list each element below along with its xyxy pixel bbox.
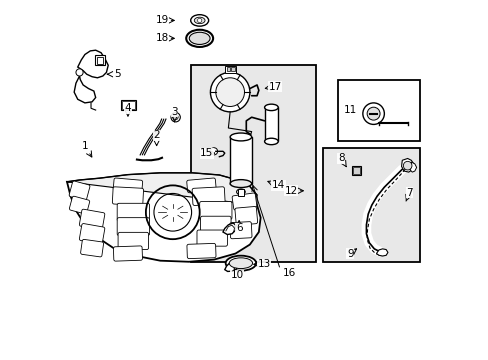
Bar — [121, 100, 136, 110]
Bar — [97, 57, 103, 64]
Polygon shape — [67, 173, 257, 205]
Bar — [122, 101, 135, 109]
FancyBboxPatch shape — [229, 222, 251, 239]
Circle shape — [403, 161, 411, 170]
Ellipse shape — [189, 32, 210, 44]
Text: 4: 4 — [124, 103, 131, 113]
Circle shape — [210, 148, 217, 155]
Text: 12: 12 — [284, 186, 297, 196]
Bar — [226, 67, 230, 71]
Circle shape — [210, 72, 249, 112]
FancyBboxPatch shape — [69, 196, 89, 214]
FancyBboxPatch shape — [232, 193, 256, 210]
FancyBboxPatch shape — [118, 232, 148, 249]
Bar — [230, 137, 251, 184]
Polygon shape — [78, 50, 108, 78]
Ellipse shape — [264, 104, 278, 111]
Polygon shape — [409, 162, 416, 172]
Text: 1: 1 — [81, 141, 88, 151]
Bar — [224, 66, 235, 73]
Text: 15: 15 — [200, 148, 213, 158]
FancyBboxPatch shape — [197, 230, 227, 246]
Ellipse shape — [264, 138, 278, 145]
Text: 16: 16 — [282, 268, 295, 278]
Ellipse shape — [186, 30, 213, 47]
Circle shape — [215, 78, 244, 107]
Bar — [231, 67, 234, 71]
Circle shape — [171, 113, 180, 122]
Bar — [238, 189, 244, 196]
FancyBboxPatch shape — [192, 187, 224, 206]
Text: 19: 19 — [155, 15, 168, 26]
Ellipse shape — [230, 133, 251, 141]
Polygon shape — [224, 262, 237, 271]
Text: 6: 6 — [235, 224, 242, 233]
FancyBboxPatch shape — [186, 243, 216, 258]
Bar — [323, 148, 419, 262]
Polygon shape — [376, 249, 387, 256]
FancyBboxPatch shape — [69, 181, 90, 201]
Text: 18: 18 — [155, 33, 168, 43]
Bar — [264, 107, 278, 141]
Text: 14: 14 — [271, 180, 285, 190]
Bar — [95, 55, 105, 65]
Text: 8: 8 — [337, 153, 344, 163]
Ellipse shape — [190, 15, 208, 26]
Bar — [352, 167, 359, 174]
FancyBboxPatch shape — [112, 187, 143, 206]
FancyBboxPatch shape — [81, 239, 103, 257]
FancyBboxPatch shape — [113, 178, 142, 193]
FancyBboxPatch shape — [113, 246, 142, 261]
FancyBboxPatch shape — [199, 202, 231, 220]
Bar — [351, 166, 360, 175]
Text: 9: 9 — [346, 248, 353, 258]
Ellipse shape — [194, 17, 204, 24]
Text: 3: 3 — [171, 107, 178, 117]
FancyBboxPatch shape — [117, 203, 149, 221]
Circle shape — [366, 107, 379, 120]
Ellipse shape — [229, 258, 252, 269]
Circle shape — [197, 18, 202, 23]
Text: 10: 10 — [230, 270, 244, 280]
Polygon shape — [74, 76, 96, 103]
Ellipse shape — [225, 256, 256, 271]
Bar — [337, 80, 419, 140]
Polygon shape — [401, 158, 413, 172]
Text: 2: 2 — [153, 130, 160, 140]
FancyBboxPatch shape — [235, 207, 257, 225]
Text: 17: 17 — [268, 82, 281, 92]
Bar — [190, 65, 316, 262]
Text: 7: 7 — [406, 188, 412, 198]
Ellipse shape — [236, 189, 244, 195]
Text: 5: 5 — [114, 69, 120, 79]
FancyBboxPatch shape — [200, 216, 230, 233]
FancyBboxPatch shape — [186, 178, 216, 193]
Polygon shape — [67, 177, 260, 262]
Ellipse shape — [230, 180, 251, 188]
Circle shape — [362, 103, 384, 125]
Polygon shape — [223, 223, 235, 234]
FancyBboxPatch shape — [79, 209, 104, 230]
Text: 11: 11 — [343, 105, 356, 115]
FancyBboxPatch shape — [79, 224, 104, 244]
Circle shape — [76, 69, 83, 76]
Circle shape — [173, 115, 178, 120]
FancyBboxPatch shape — [117, 218, 149, 235]
Text: 13: 13 — [257, 259, 270, 269]
